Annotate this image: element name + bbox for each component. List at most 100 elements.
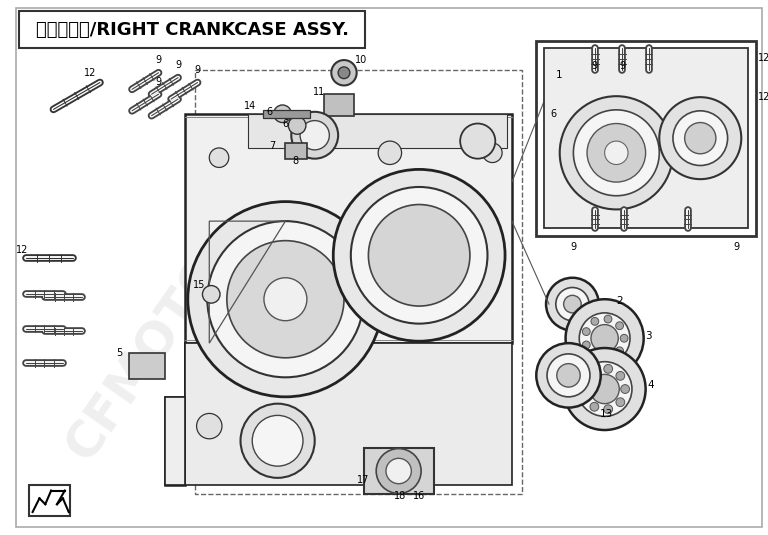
Circle shape: [546, 278, 599, 331]
Text: 8: 8: [622, 119, 670, 186]
Text: 16: 16: [413, 492, 425, 501]
Circle shape: [616, 371, 624, 380]
Circle shape: [482, 143, 502, 163]
Circle shape: [565, 299, 644, 377]
Text: 1: 1: [555, 70, 562, 80]
Circle shape: [386, 458, 412, 484]
Bar: [536, 41, 756, 236]
Circle shape: [547, 354, 590, 397]
Circle shape: [203, 286, 220, 303]
Text: 17: 17: [357, 475, 369, 485]
Bar: [248, 114, 507, 148]
Circle shape: [210, 148, 229, 167]
Text: 15: 15: [194, 280, 206, 289]
Text: 9: 9: [571, 242, 577, 253]
Circle shape: [604, 405, 613, 414]
Text: 3: 3: [645, 331, 652, 341]
Circle shape: [536, 343, 601, 408]
Circle shape: [560, 96, 673, 209]
Circle shape: [616, 398, 624, 407]
Circle shape: [591, 317, 599, 325]
Text: 4: 4: [647, 380, 654, 390]
Circle shape: [590, 367, 599, 376]
Circle shape: [351, 187, 488, 324]
Text: 13: 13: [600, 409, 613, 419]
Circle shape: [264, 278, 307, 320]
Circle shape: [616, 347, 624, 355]
Text: 9: 9: [619, 61, 625, 71]
Bar: [263, 110, 310, 118]
Circle shape: [604, 354, 612, 362]
Bar: [286, 143, 307, 159]
Circle shape: [591, 351, 599, 359]
Circle shape: [564, 348, 646, 430]
Circle shape: [333, 170, 505, 341]
Text: 9: 9: [155, 77, 161, 87]
Circle shape: [240, 404, 315, 478]
Circle shape: [581, 378, 590, 386]
Circle shape: [604, 315, 612, 323]
Text: 12: 12: [15, 246, 28, 255]
Text: 12: 12: [757, 53, 768, 63]
Text: 6: 6: [283, 119, 289, 128]
Circle shape: [207, 221, 363, 377]
Circle shape: [659, 97, 741, 179]
Text: 28: 28: [278, 269, 394, 349]
Circle shape: [557, 364, 580, 387]
Circle shape: [582, 341, 590, 349]
Circle shape: [556, 287, 589, 320]
Circle shape: [369, 204, 470, 306]
Circle shape: [581, 392, 590, 400]
Circle shape: [300, 120, 329, 150]
Polygon shape: [165, 114, 512, 485]
Circle shape: [582, 328, 590, 335]
Text: 5: 5: [117, 348, 123, 358]
Text: 6: 6: [266, 107, 273, 117]
Text: 14: 14: [244, 101, 257, 111]
Circle shape: [591, 325, 618, 352]
Text: 12: 12: [84, 68, 96, 78]
Text: 9: 9: [194, 65, 200, 75]
Circle shape: [604, 141, 628, 165]
Circle shape: [331, 60, 356, 86]
Circle shape: [197, 414, 222, 439]
Bar: [185, 343, 512, 485]
Circle shape: [378, 141, 402, 165]
Text: 11: 11: [313, 87, 325, 97]
Circle shape: [338, 67, 350, 79]
Text: 2: 2: [616, 296, 623, 306]
Circle shape: [604, 364, 613, 373]
Circle shape: [291, 112, 338, 159]
Circle shape: [579, 313, 630, 364]
Circle shape: [587, 124, 646, 182]
Text: 12: 12: [757, 92, 768, 102]
Bar: [19, 11, 366, 48]
Circle shape: [273, 105, 291, 123]
Bar: [28, 485, 70, 516]
Circle shape: [621, 385, 630, 393]
Text: CFMOTO: CFMOTO: [58, 246, 234, 470]
Text: 9: 9: [592, 61, 598, 71]
Text: 9: 9: [733, 242, 740, 253]
Circle shape: [227, 241, 344, 358]
Circle shape: [376, 448, 421, 493]
Text: 9: 9: [155, 55, 161, 65]
Circle shape: [590, 402, 599, 411]
Text: 9: 9: [175, 60, 181, 70]
Circle shape: [590, 374, 619, 404]
Circle shape: [574, 110, 659, 196]
Circle shape: [616, 322, 624, 330]
Bar: [194, 70, 521, 494]
Text: 10: 10: [355, 55, 366, 65]
Text: 7: 7: [270, 141, 276, 151]
Circle shape: [578, 362, 632, 416]
Circle shape: [460, 124, 495, 159]
Circle shape: [252, 415, 303, 466]
Circle shape: [564, 295, 581, 313]
Circle shape: [288, 117, 306, 134]
Polygon shape: [544, 48, 748, 228]
Circle shape: [673, 111, 727, 165]
Circle shape: [188, 202, 383, 397]
Polygon shape: [129, 353, 165, 379]
Bar: [363, 448, 434, 494]
